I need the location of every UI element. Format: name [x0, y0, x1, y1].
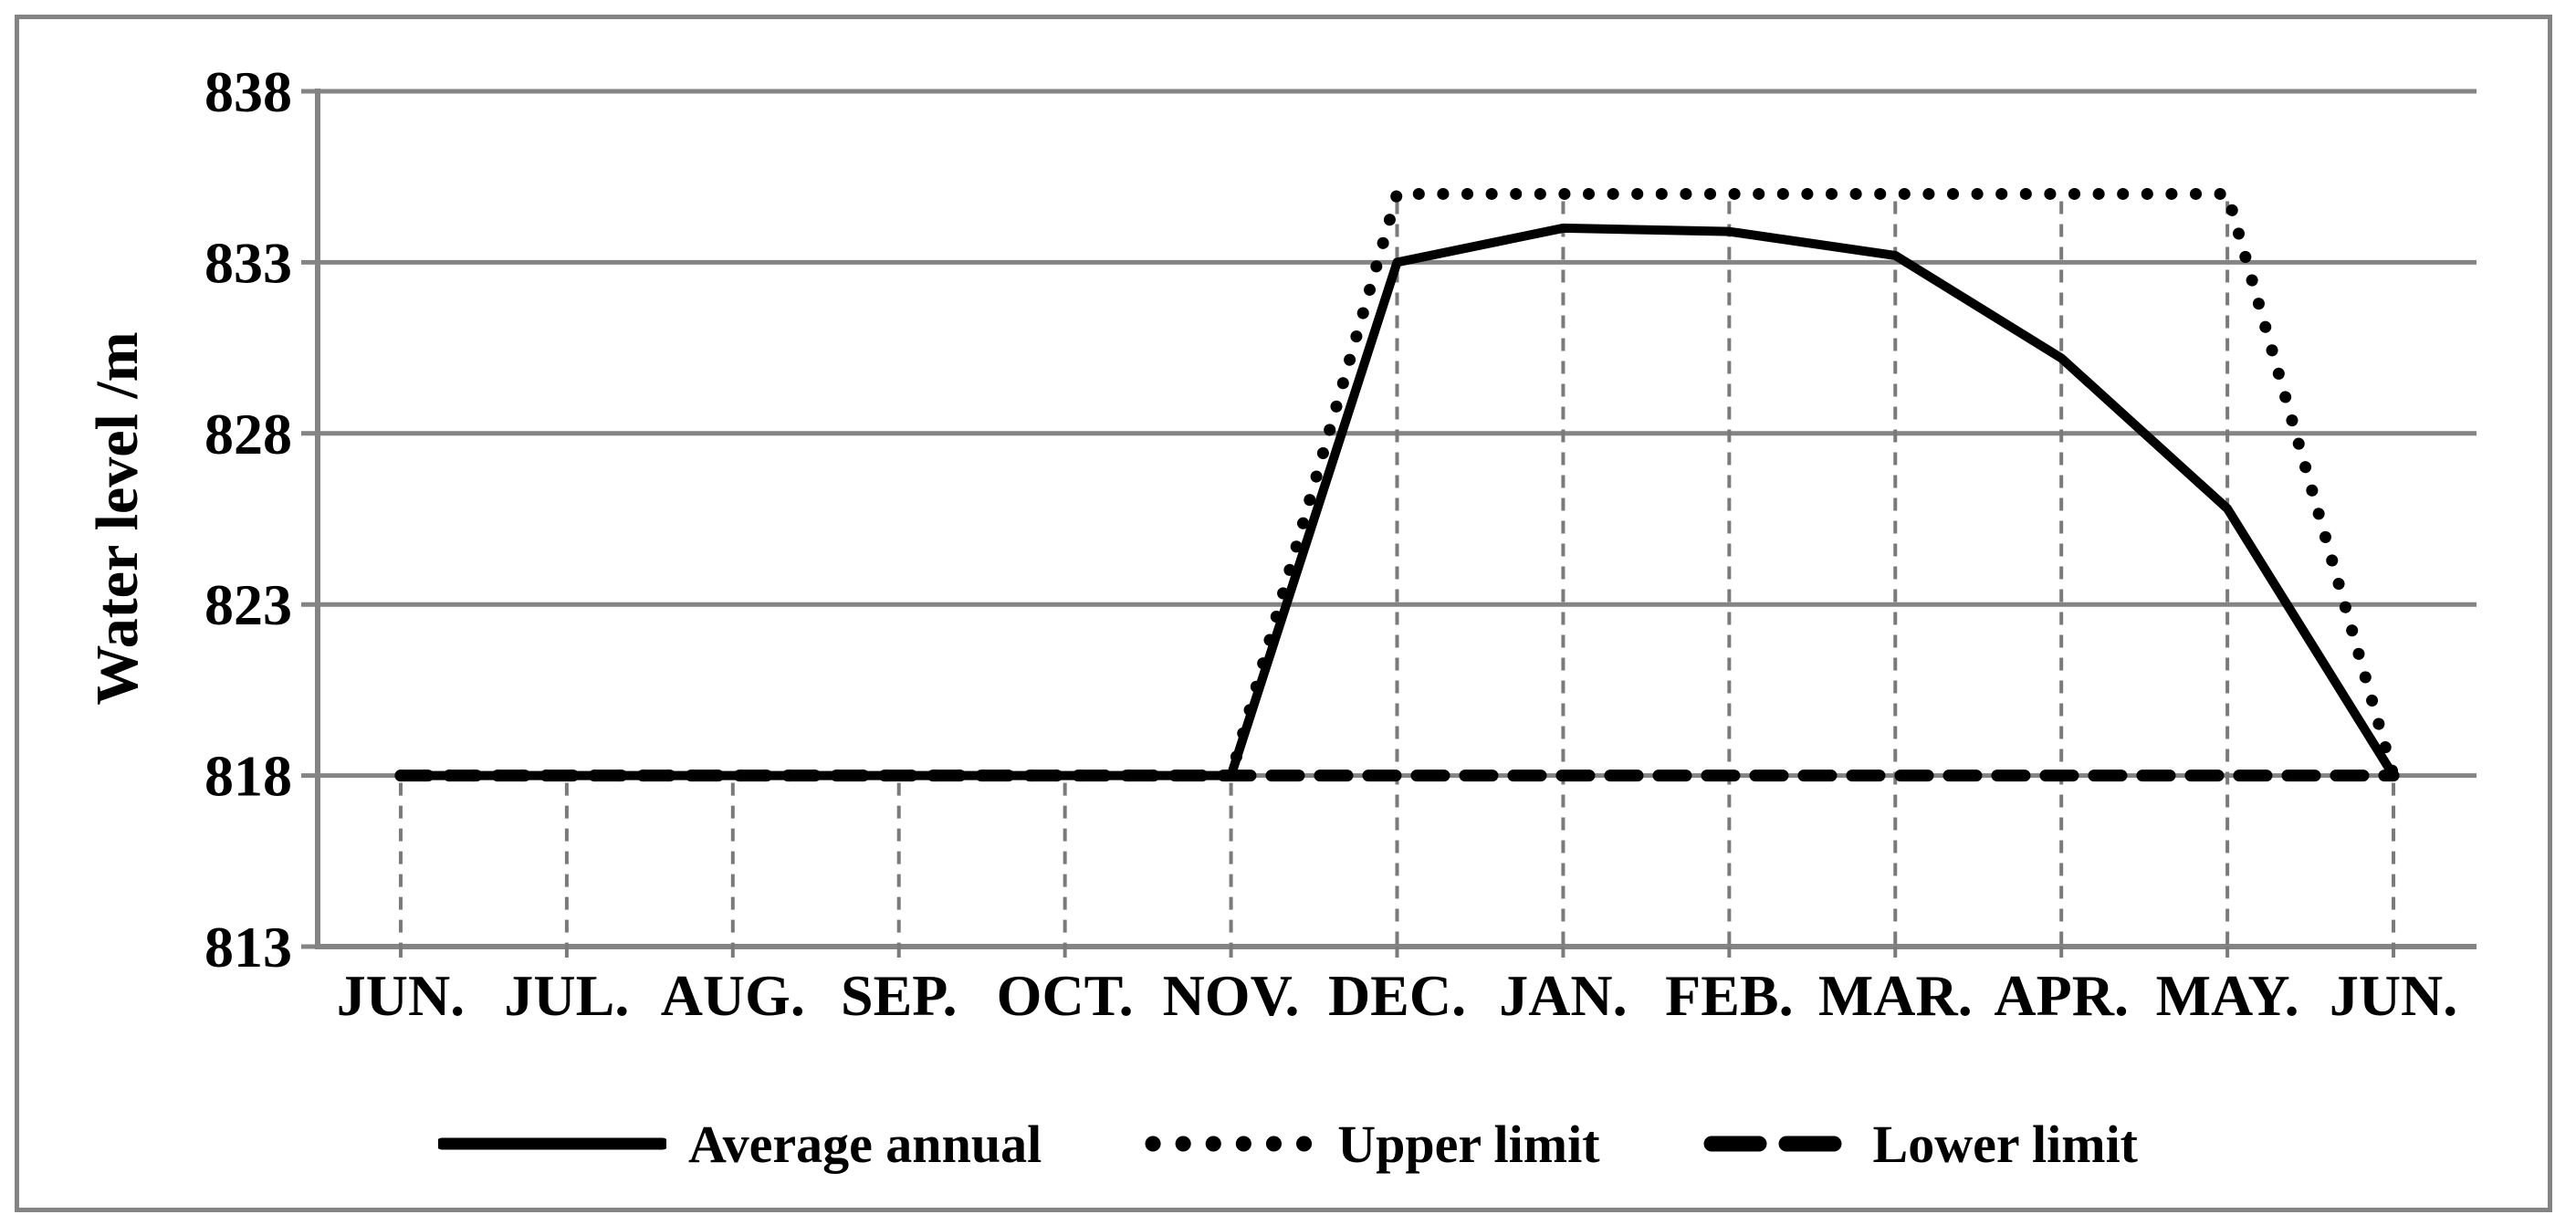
x-tick-label: JUN.	[337, 963, 465, 1028]
series-layer	[394, 187, 2400, 782]
x-tick-label: APR.	[1994, 963, 2129, 1028]
series-line-dotted	[394, 187, 2400, 782]
legend-item-upper-limit: Upper limit	[1142, 1114, 1600, 1175]
y-tick-label: 818	[204, 744, 292, 809]
x-tick-label: JUL.	[504, 963, 629, 1028]
x-tick-label: OCT.	[997, 963, 1134, 1028]
x-tick-label: NOV.	[1163, 963, 1300, 1028]
x-tick-label: JUN.	[2330, 963, 2457, 1028]
legend-item-average-annual: Average annual	[438, 1114, 1042, 1175]
x-tick-label: MAY.	[2156, 963, 2299, 1028]
series-line-solid	[400, 223, 2398, 780]
legend-label: Upper limit	[1337, 1114, 1600, 1174]
x-tick-label: DEC.	[1328, 963, 1466, 1028]
y-tick-label: 838	[204, 59, 292, 124]
x-tick-label: AUG.	[661, 963, 805, 1028]
legend-swatch-dotted-line	[1145, 1136, 1313, 1152]
legend-swatch-dashed-line	[1703, 1136, 1848, 1152]
legend-item-lower-limit: Lower limit	[1701, 1114, 2138, 1175]
y-tick-label: 813	[204, 915, 292, 979]
x-tick-label: JAN.	[1499, 963, 1627, 1028]
x-tick-label: FEB.	[1665, 963, 1793, 1028]
y-tick-label: 833	[204, 230, 292, 295]
legend: Average annual Upper limit Lower limit	[0, 1103, 2576, 1185]
x-tick-label: SEP.	[841, 963, 958, 1028]
legend-label: Lower limit	[1872, 1114, 2138, 1174]
figure-border	[15, 15, 2552, 1212]
x-tick-label: MAR.	[1818, 963, 1973, 1028]
legend-swatch-solid-line	[438, 1137, 666, 1150]
legend-label: Average annual	[688, 1114, 1042, 1174]
y-tick-label: 828	[204, 402, 292, 466]
y-tick-label: 823	[204, 572, 292, 637]
y-axis-title: Water level /m	[84, 331, 151, 705]
labels-layer: 838 833 828 823 818 813 JUN. JUL. AUG. SEP. OCT. NO…	[204, 59, 2457, 1028]
